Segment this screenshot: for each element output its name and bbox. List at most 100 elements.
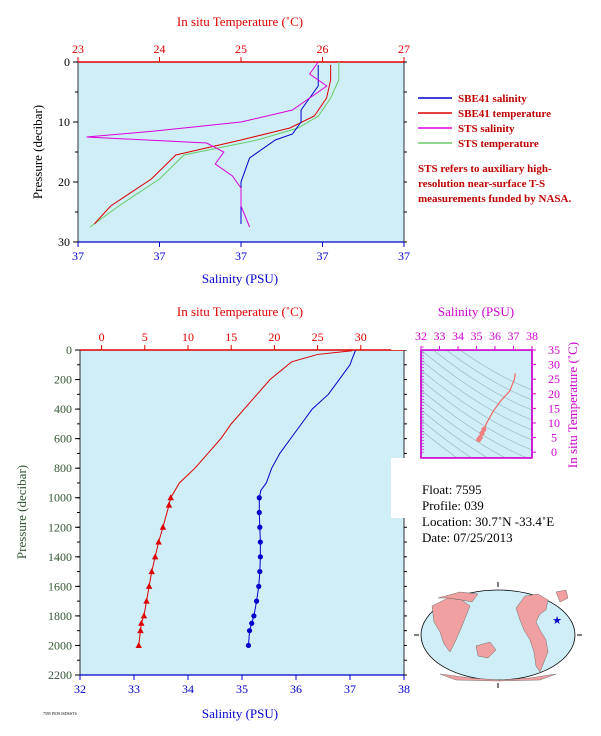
bottom-pressure-tick-label: 2000 xyxy=(48,638,72,652)
top-profile-panel: 23 24 25 26 27 37 37 37 37 37 0 10 20 30 xyxy=(58,42,410,263)
bottom-pressure-axis-title: Pressure (decibar) xyxy=(14,465,29,559)
bottom-sal-tick-label: 36 xyxy=(290,682,302,696)
ts-point xyxy=(481,426,487,432)
bottom-temp-tick-label: 25 xyxy=(312,330,324,344)
bottom-temperature-point xyxy=(137,627,144,634)
top-sal-tick-label: 37 xyxy=(398,249,410,263)
top-sts-salinity-line xyxy=(86,61,328,228)
legend: SBE41 salinity SBE41 temperature STS salin… xyxy=(418,93,551,150)
footer-id: 7595 P039.ISDSSTS xyxy=(43,711,77,716)
bottom-salinity-point xyxy=(257,524,263,530)
ts-y-tick-label: 25 xyxy=(548,372,560,386)
ts-density-contour xyxy=(420,359,533,431)
top-sal-tick-label: 37 xyxy=(235,249,247,263)
ts-x-tick-label: 34 xyxy=(452,329,464,343)
bottom-temp-tick-label: 15 xyxy=(225,330,237,344)
ts-y-tick-label: 20 xyxy=(548,387,560,401)
bottom-pressure-tick-label: 600 xyxy=(54,432,72,446)
ts-clip-top xyxy=(391,290,562,350)
bottom-temperature-point xyxy=(138,619,145,626)
ts-x-tick-label: 35 xyxy=(471,329,483,343)
bottom-salinity-point xyxy=(257,539,263,545)
legend-label: SBE41 temperature xyxy=(458,108,551,120)
top-salinity-axis-title: Salinity (PSU) xyxy=(202,271,278,286)
bottom-sal-tick-label: 34 xyxy=(182,682,194,696)
ts-x-tick-label: 38 xyxy=(526,329,538,343)
legend-label: SBE41 salinity xyxy=(458,93,527,105)
bottom-salinity-point xyxy=(256,495,262,501)
top-pressure-tick-label: 10 xyxy=(58,115,70,129)
bottom-temperature-point xyxy=(135,641,142,648)
map-land-americas xyxy=(515,593,549,673)
bottom-temperature-point xyxy=(165,501,173,508)
bottom-temp-axis-title: In situ Temperature (˚C) xyxy=(177,304,303,319)
top-pressure-tick-label: 20 xyxy=(58,175,70,189)
ts-point xyxy=(477,434,483,441)
bottom-profile-panel: 0510152025303532333435363738020040060080… xyxy=(48,330,410,696)
bottom-pressure-tick-label: 1000 xyxy=(48,491,72,505)
map-land-antarctica xyxy=(439,673,557,682)
bottom-pressure-tick-label: 1200 xyxy=(48,520,72,534)
ts-y-tick-label: 15 xyxy=(548,401,560,415)
top-sal-tick-label: 37 xyxy=(317,249,329,263)
bottom-pressure-tick-label: 1600 xyxy=(48,579,72,593)
ts-clip-bottom xyxy=(391,458,562,518)
ts-y-tick-label: 30 xyxy=(548,358,560,372)
bottom-temperature-point xyxy=(140,612,148,619)
ts-plot-area xyxy=(420,349,533,459)
bottom-pressure-tick-label: 1400 xyxy=(48,550,72,564)
ts-x-tick-label: 36 xyxy=(489,329,501,343)
bottom-sal-tick-label: 38 xyxy=(398,682,410,696)
bottom-sal-tick-label: 32 xyxy=(74,682,86,696)
location: Location: 30.7˚N -33.4˚E xyxy=(422,514,555,529)
top-temp-tick-label: 24 xyxy=(154,42,166,56)
bottom-pressure-tick-label: 0 xyxy=(66,343,72,357)
bottom-pressure-tick-label: 1800 xyxy=(48,609,72,623)
legend-label: STS temperature xyxy=(458,138,539,150)
bottom-pressure-tick-label: 400 xyxy=(54,402,72,416)
bottom-temp-tick-label: 20 xyxy=(268,330,280,344)
profile-number: Profile: 039 xyxy=(422,498,484,513)
bottom-salinity-point xyxy=(251,613,257,619)
top-pressure-tick-label: 0 xyxy=(64,55,70,69)
bottom-temp-tick-label: 10 xyxy=(182,330,194,344)
float-info: Float: 7595 Profile: 039 Location: 30.7˚… xyxy=(422,482,554,546)
bottom-salinity-point xyxy=(249,620,255,626)
bottom-sal-tick-label: 35 xyxy=(236,682,248,696)
bottom-salinity-point xyxy=(257,568,263,575)
bottom-salinity-point xyxy=(256,509,262,516)
bottom-temperature-point xyxy=(167,494,174,501)
float-id: Float: 7595 xyxy=(422,482,482,497)
bottom-temperature-point xyxy=(145,582,153,589)
bottom-sal-tick-label: 33 xyxy=(128,682,140,696)
ts-temp-axis-title: In situ Temperature (˚C) xyxy=(565,342,580,468)
bottom-pressure-tick-label: 2200 xyxy=(48,668,72,682)
float-location-star: ★ xyxy=(552,615,562,627)
sts-note: STS refers to auxiliary high-resolution … xyxy=(418,163,572,205)
bottom-temperature-point xyxy=(148,568,155,575)
ts-x-tick-label: 33 xyxy=(434,329,446,343)
ts-y-tick-label: 35 xyxy=(548,343,560,357)
top-sal-tick-label: 37 xyxy=(72,249,84,263)
top-pressure-axis-title: Pressure (decibar) xyxy=(30,105,45,199)
bottom-temperature-point xyxy=(159,523,167,530)
bottom-temp-tick-label: 5 xyxy=(142,330,148,344)
top-temp-tick-label: 26 xyxy=(317,42,329,56)
bottom-temp-tick-label: 30 xyxy=(355,330,367,344)
top-temp-tick-label: 27 xyxy=(398,42,410,56)
bottom-temperature-point xyxy=(155,538,162,545)
top-temp-tick-label: 25 xyxy=(235,42,247,56)
top-pressure-tick-label: 30 xyxy=(58,235,70,249)
ts-density-contour xyxy=(420,369,533,441)
bottom-temperature-point xyxy=(143,597,150,604)
bottom-pressure-tick-label: 200 xyxy=(54,373,72,387)
bottom-salinity-point xyxy=(245,642,252,649)
bottom-temperature-point xyxy=(151,553,159,560)
bottom-salinity-point xyxy=(256,583,262,589)
ts-density-contour xyxy=(420,389,533,461)
top-sbe41-temperature-line xyxy=(93,65,332,225)
ts-x-tick-label: 32 xyxy=(415,329,427,343)
date: Date: 07/25/2013 xyxy=(422,530,513,545)
bottom-pressure-tick-label: 800 xyxy=(54,461,72,475)
ts-y-tick-label: 10 xyxy=(548,416,560,430)
